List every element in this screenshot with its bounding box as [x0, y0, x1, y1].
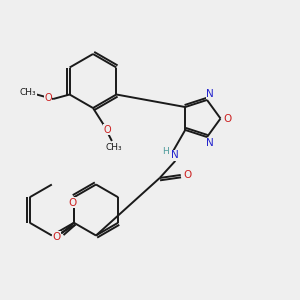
Text: N: N	[171, 151, 179, 160]
Text: O: O	[52, 232, 61, 242]
Text: CH₃: CH₃	[106, 143, 123, 152]
Text: O: O	[183, 170, 191, 180]
Text: N: N	[206, 138, 214, 148]
Text: O: O	[69, 198, 77, 208]
Text: CH₃: CH₃	[20, 88, 37, 97]
Text: O: O	[223, 113, 231, 124]
Text: N: N	[206, 89, 214, 99]
Text: O: O	[44, 93, 52, 103]
Text: H: H	[162, 147, 169, 156]
Text: O: O	[103, 125, 111, 135]
